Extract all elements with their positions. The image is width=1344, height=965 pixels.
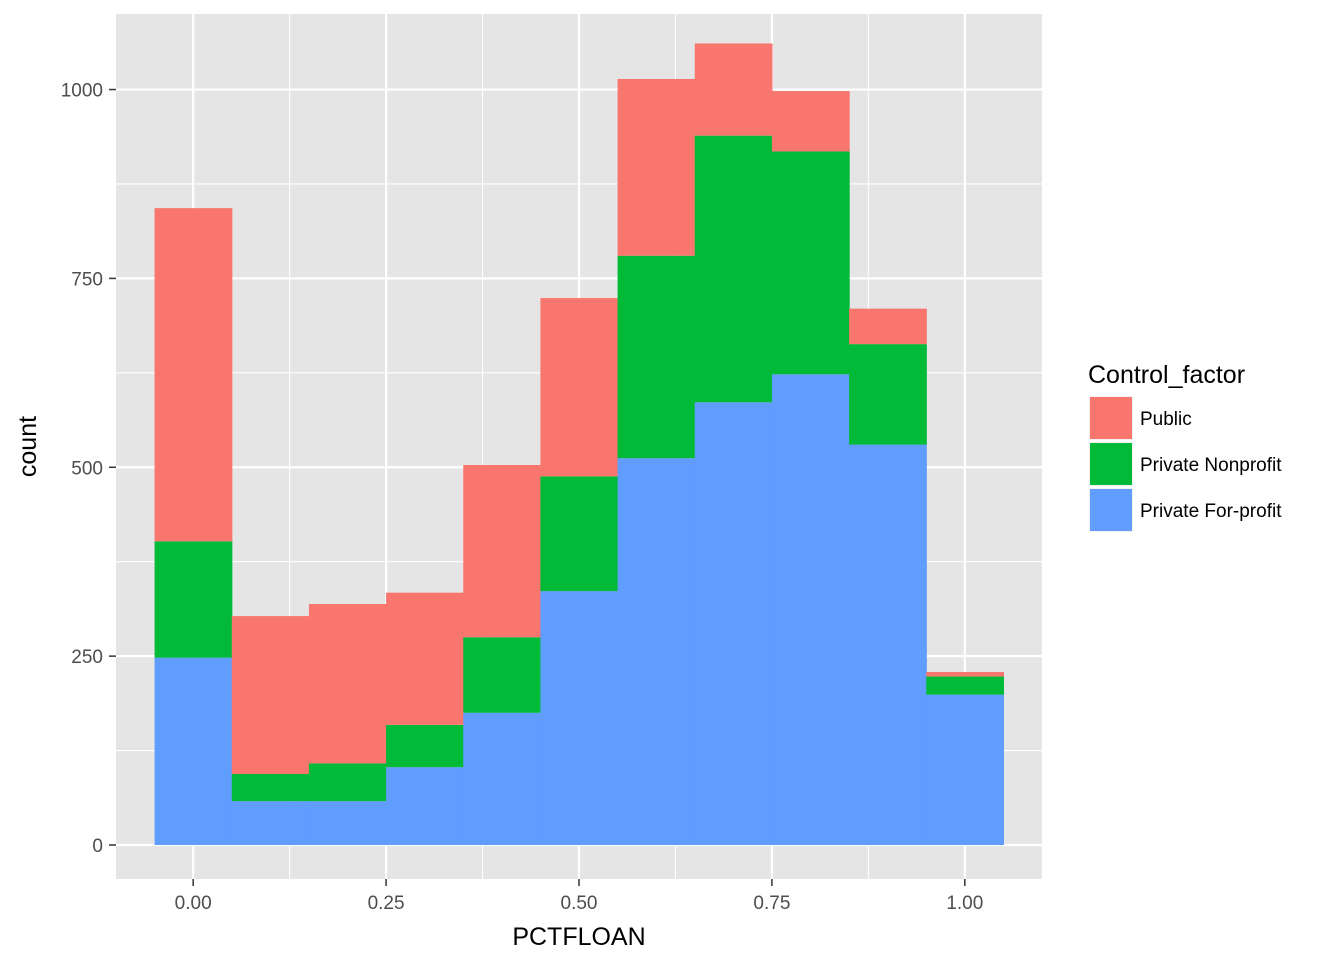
y-axis-label: count xyxy=(14,416,42,477)
bar-private-for-profit-bin-4 xyxy=(463,712,542,846)
bar-private-for-profit-bin-6 xyxy=(617,458,696,846)
bar-private-nonprofit-bin-8 xyxy=(771,151,850,375)
x-tick-label: 1.00 xyxy=(946,893,983,914)
legend-key-swatch xyxy=(1090,443,1132,485)
bar-private-nonprofit-bin-6 xyxy=(617,255,696,459)
x-axis: 0.00 0.25 0.50 0.75 1.00 xyxy=(175,879,983,914)
legend: Control_factor Public Private Nonprofit Pr… xyxy=(1088,361,1282,532)
bar-public-bin-5 xyxy=(540,298,619,477)
bar-public-bin-6 xyxy=(617,78,696,256)
legend-item-label: Private Nonprofit xyxy=(1140,455,1282,476)
bar-private-nonprofit-bin-3 xyxy=(386,724,464,768)
x-tick-label: 0.00 xyxy=(175,893,212,914)
legend-title: Control_factor xyxy=(1088,361,1245,389)
bar-private-for-profit-bin-7 xyxy=(694,402,773,846)
bar-private-nonprofit-bin-7 xyxy=(694,135,773,403)
bar-public-bin-3 xyxy=(386,592,464,725)
bar-private-for-profit-bin-2 xyxy=(308,801,387,846)
bar-public-bin-7 xyxy=(694,43,773,136)
x-axis-label: PCTFLOAN xyxy=(512,923,645,951)
legend-key-swatch xyxy=(1090,397,1132,439)
y-tick-label: 500 xyxy=(71,458,103,479)
bar-private-for-profit-bin-1 xyxy=(231,801,310,846)
x-tick-label: 0.25 xyxy=(368,893,405,914)
bar-private-nonprofit-bin-5 xyxy=(540,476,619,592)
bar-private-nonprofit-bin-1 xyxy=(231,773,310,802)
bar-private-for-profit-bin-5 xyxy=(540,591,619,846)
bars-layer xyxy=(154,43,1005,846)
bar-public-bin-4 xyxy=(463,465,542,638)
legend-item-label: Private For-profit xyxy=(1140,501,1282,522)
bar-private-nonprofit-bin-0 xyxy=(154,541,233,658)
bar-public-bin-2 xyxy=(308,604,387,764)
bar-public-bin-9 xyxy=(849,308,927,345)
bar-public-bin-1 xyxy=(231,616,310,774)
bar-private-for-profit-bin-9 xyxy=(849,444,927,846)
y-axis: 0 250 500 750 1000 xyxy=(61,81,116,857)
bar-private-nonprofit-bin-2 xyxy=(308,763,387,802)
bar-private-for-profit-bin-10 xyxy=(926,694,1005,846)
bar-private-nonprofit-bin-9 xyxy=(849,344,927,445)
x-tick-label: 0.50 xyxy=(561,893,598,914)
bar-public-bin-8 xyxy=(771,91,850,152)
legend-key-swatch xyxy=(1090,489,1132,531)
y-tick-label: 250 xyxy=(71,647,103,668)
legend-item-label: Public xyxy=(1140,409,1192,430)
y-tick-label: 750 xyxy=(71,269,103,290)
bar-private-for-profit-bin-8 xyxy=(771,374,850,846)
bar-private-nonprofit-bin-4 xyxy=(463,637,542,713)
bar-public-bin-10 xyxy=(926,672,1005,677)
bar-private-for-profit-bin-0 xyxy=(154,657,233,846)
bar-public-bin-0 xyxy=(154,208,233,542)
y-tick-label: 0 xyxy=(92,836,103,857)
x-tick-label: 0.75 xyxy=(753,893,790,914)
bar-private-nonprofit-bin-10 xyxy=(926,676,1005,695)
bar-private-for-profit-bin-3 xyxy=(386,767,464,846)
y-tick-label: 1000 xyxy=(61,81,103,102)
